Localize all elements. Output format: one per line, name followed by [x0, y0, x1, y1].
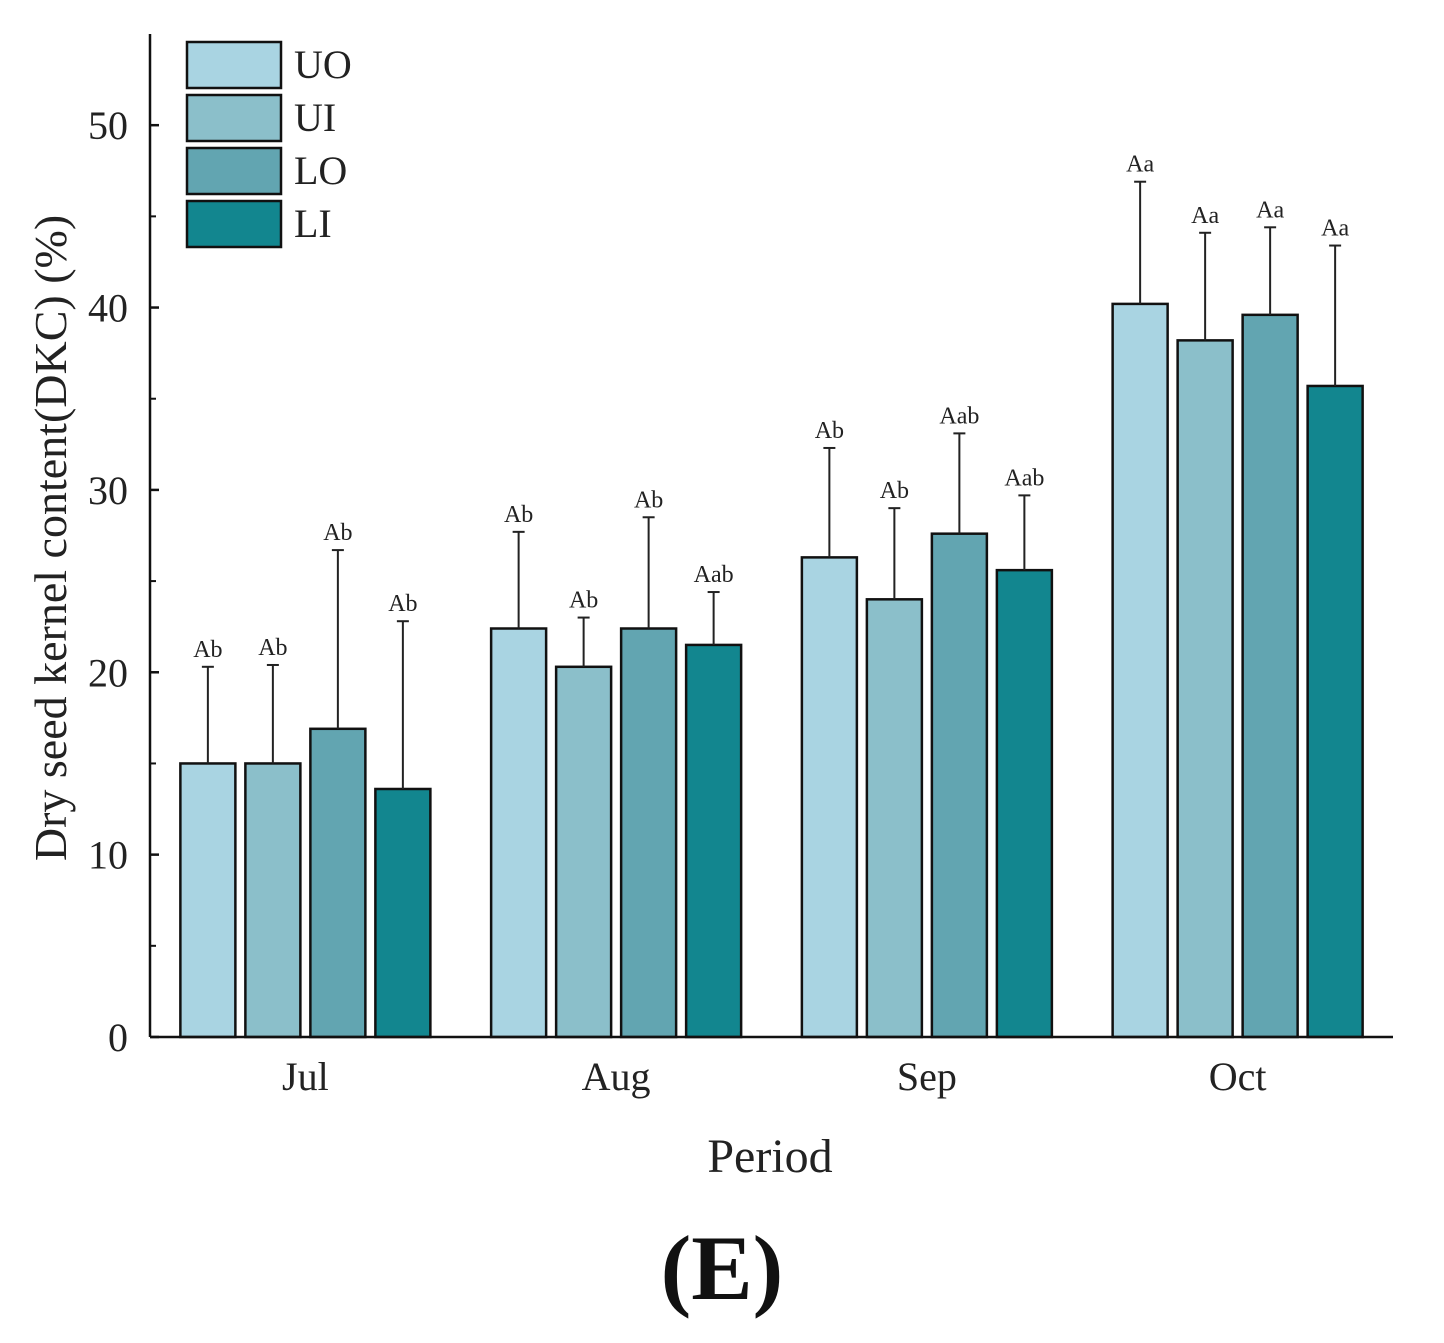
- significance-label: Aab: [1004, 465, 1044, 491]
- y-ticks-layer: 0 10 20 30 40 50: [88, 103, 159, 1060]
- y-tick-label: 20: [88, 650, 128, 695]
- bar: [309, 727, 367, 1039]
- legend-swatch: [185, 93, 283, 143]
- legend-label: UI: [294, 95, 336, 140]
- bar: [684, 643, 743, 1039]
- significance-label: Ab: [323, 520, 352, 546]
- bar: [554, 665, 613, 1039]
- significance-label: Ab: [815, 418, 844, 444]
- bar: [1111, 302, 1169, 1039]
- bar: [374, 787, 432, 1039]
- x-ticks-layer: Jul Aug Sep Oct: [282, 1054, 1266, 1099]
- y-tick-label: 40: [88, 286, 128, 331]
- legend-swatch: [185, 146, 283, 196]
- legend-label: UO: [294, 42, 352, 87]
- bar: [489, 627, 548, 1039]
- bar: [995, 568, 1054, 1039]
- legend-swatch: [185, 199, 283, 249]
- significance-label: Ab: [880, 478, 909, 504]
- error-bars-layer: [201, 180, 1342, 789]
- y-tick-label: 10: [88, 833, 128, 878]
- legend-label: LI: [294, 201, 332, 246]
- bar: [1241, 313, 1299, 1039]
- significance-label: Aa: [1126, 152, 1154, 178]
- y-tick-label: 30: [88, 468, 128, 513]
- x-axis-title: Period: [707, 1130, 832, 1183]
- bar: [179, 762, 237, 1039]
- significance-label: Ab: [388, 591, 417, 617]
- chart: Ab Ab Ab Ab Ab Ab Ab Aab Ab Ab Aab Aab Aa Aa Aa Aa 0 10 2…: [25, 34, 1393, 1314]
- y-tick-label: 0: [108, 1015, 128, 1060]
- y-axis-title: Dry seed kernel content(DKC) (%): [25, 215, 76, 861]
- significance-label: Ab: [193, 637, 222, 663]
- legend-swatch: [185, 40, 283, 90]
- bar: [930, 532, 989, 1039]
- x-tick-label: Oct: [1209, 1054, 1267, 1099]
- bar: [1306, 384, 1364, 1039]
- bar: [244, 762, 302, 1039]
- significance-label: Aa: [1191, 203, 1219, 229]
- axes-layer: [148, 34, 1393, 1039]
- significance-label: Ab: [504, 502, 533, 528]
- x-tick-label: Sep: [897, 1054, 957, 1099]
- significance-label: Ab: [634, 487, 663, 513]
- legend: UO UI LO LI: [185, 40, 352, 249]
- significance-labels-layer: Ab Ab Ab Ab Ab Ab Ab Aab Ab Ab Aab Aab Aa Aa Aa Aa: [193, 152, 1349, 663]
- bar: [865, 598, 924, 1039]
- y-tick-label: 50: [88, 103, 128, 148]
- bar: [619, 627, 678, 1039]
- bar-chart-svg: Ab Ab Ab Ab Ab Ab Ab Aab Ab Ab Aab Aab Aa Aa Aa Aa 0 10 2…: [25, 34, 1393, 1183]
- legend-label: LO: [294, 148, 347, 193]
- significance-label: Ab: [569, 588, 598, 614]
- figure-caption: (E): [660, 1217, 784, 1319]
- significance-label: Aab: [694, 562, 734, 588]
- significance-label: Aa: [1321, 216, 1349, 242]
- x-tick-label: Aug: [582, 1054, 651, 1099]
- bar: [1176, 339, 1234, 1039]
- significance-label: Aab: [939, 403, 979, 429]
- bar: [800, 556, 859, 1039]
- significance-label: Aa: [1256, 197, 1284, 223]
- significance-label: Ab: [258, 635, 287, 661]
- bars-layer: [179, 302, 1364, 1039]
- x-tick-label: Jul: [282, 1054, 329, 1099]
